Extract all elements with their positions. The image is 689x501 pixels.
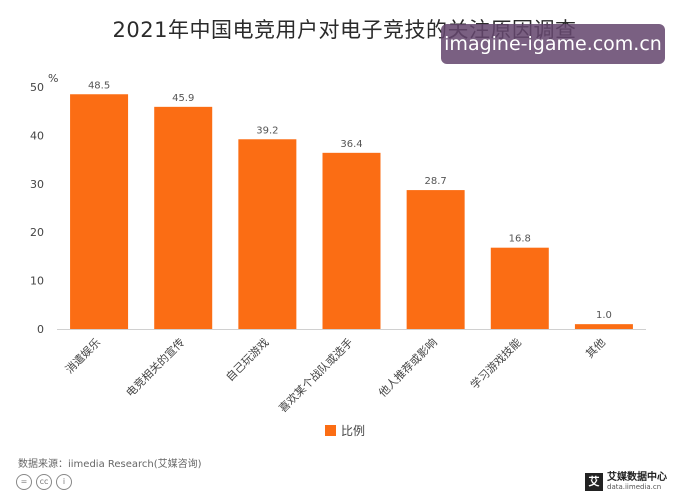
bar-value-label: 48.5 <box>88 80 110 91</box>
bar-value-label: 28.7 <box>425 176 447 187</box>
x-tick-label: 学习游戏技能 <box>467 335 524 392</box>
logo-name: 艾媒数据中心 <box>607 472 667 483</box>
legend: 比例 <box>325 422 365 439</box>
x-tick-label: 自己玩游戏 <box>223 336 271 384</box>
x-tick-label: 消遣娱乐 <box>62 335 103 376</box>
y-tick-label: 10 <box>30 275 44 288</box>
brand-logo: 艾 艾媒数据中心 data.iimedia.cn <box>585 472 667 492</box>
bar-value-label: 36.4 <box>340 139 362 150</box>
cc-icon: cc <box>36 474 52 490</box>
legend-label: 比例 <box>341 424 366 438</box>
y-tick-label: 40 <box>30 129 44 142</box>
watermark-banner: imagine-igame.com.cn <box>441 24 665 64</box>
logo-url: data.iimedia.cn <box>607 483 662 491</box>
x-tick-label: 他人推荐或影响 <box>375 335 439 399</box>
bar <box>154 106 213 330</box>
y-unit-label: % <box>48 72 58 85</box>
y-tick-label: 50 <box>30 81 44 94</box>
bar-value-label: 16.8 <box>509 234 531 245</box>
x-tick-label: 其他 <box>583 336 608 361</box>
y-tick-label: 30 <box>30 178 44 191</box>
bar <box>322 152 381 329</box>
x-tick-label: 电竞相关的宣传 <box>123 335 187 399</box>
bar-value-label: 1.0 <box>596 310 612 321</box>
y-tick-label: 0 <box>37 323 44 336</box>
bar <box>70 94 129 329</box>
bar <box>490 247 549 329</box>
equals-icon: = <box>16 474 32 490</box>
bar <box>406 190 465 329</box>
source-note: 数据来源：iimedia Research(艾媒咨询) <box>18 459 202 470</box>
logo-mark: 艾 <box>585 473 603 491</box>
bar-value-label: 39.2 <box>256 125 278 136</box>
x-tick-label: 喜欢某个战队或选手 <box>276 335 356 415</box>
bar <box>574 324 633 329</box>
bar <box>238 139 297 329</box>
bar-value-label: 45.9 <box>172 93 194 104</box>
license-icons: = cc i <box>16 474 72 490</box>
legend-swatch <box>325 425 336 436</box>
person-icon: i <box>56 474 72 490</box>
y-tick-label: 20 <box>30 226 44 239</box>
